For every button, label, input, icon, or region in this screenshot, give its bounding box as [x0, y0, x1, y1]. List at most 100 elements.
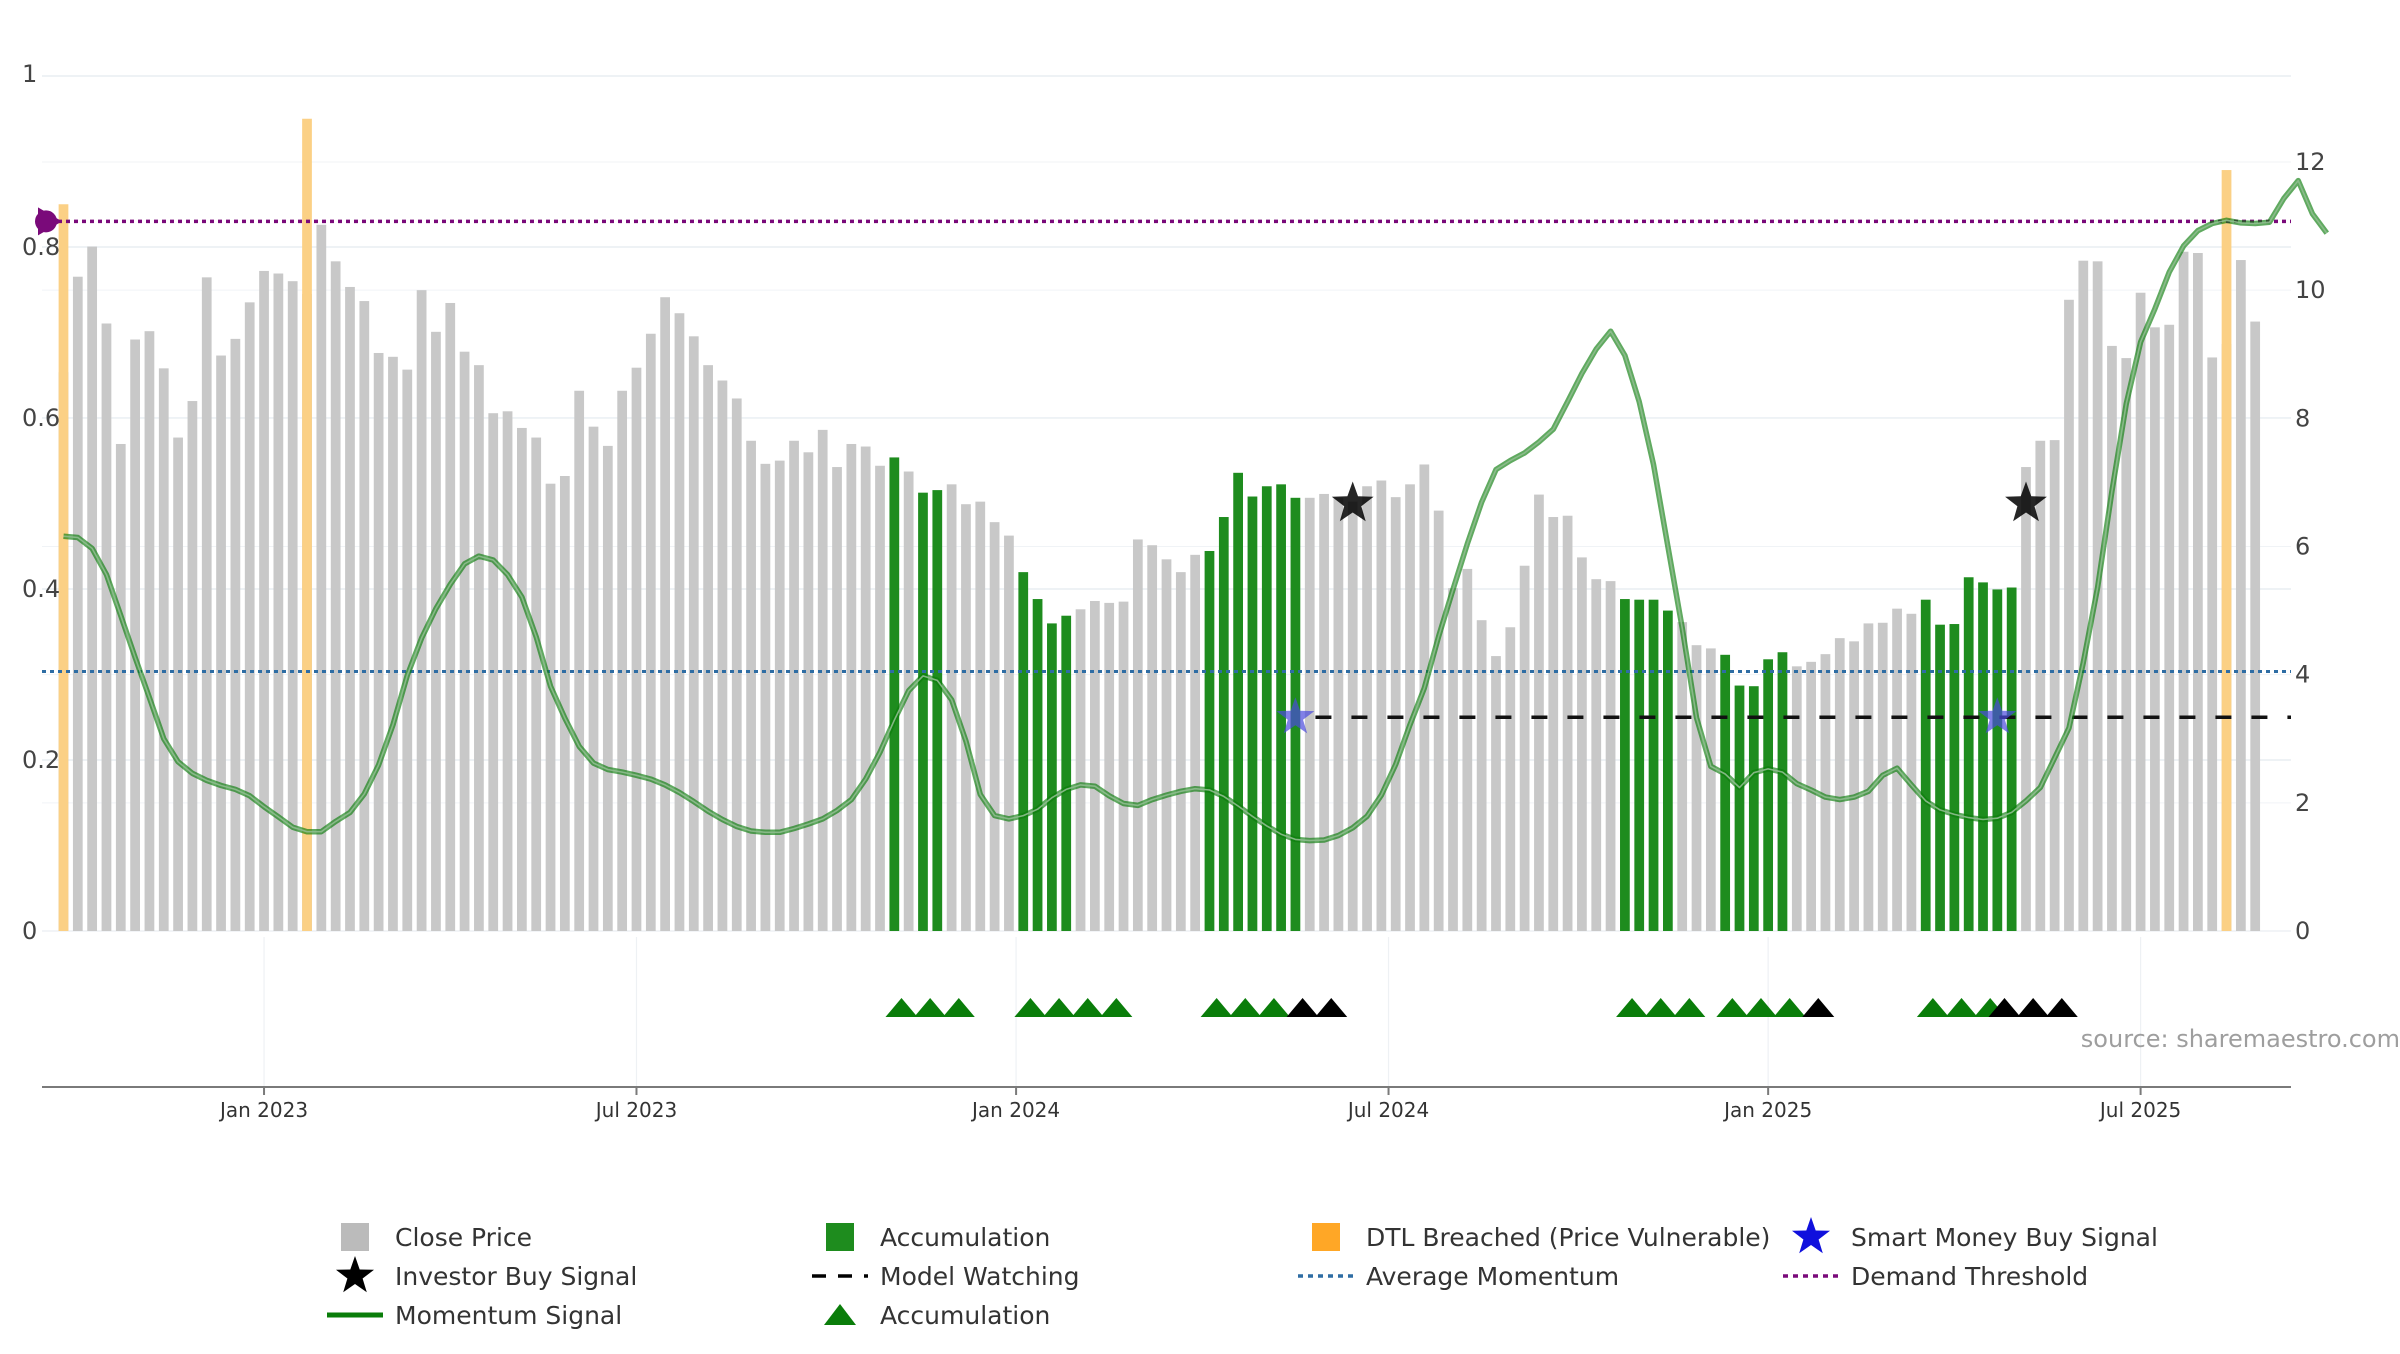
legend: Close Price Accumulation DTL Breached (Pri… [327, 1217, 2158, 1330]
close-price-bar [602, 445, 613, 931]
close-price-bar [875, 465, 885, 931]
legend-label: Average Momentum [1366, 1262, 1619, 1291]
right-axis-tick-label: 2 [2295, 789, 2310, 817]
close-price-bar [416, 290, 427, 932]
accumulation-bar [1047, 623, 1057, 931]
close-price-bar [388, 356, 398, 931]
close-price-bar [187, 401, 198, 931]
close-price-bar [803, 452, 814, 931]
close-price-bar [1849, 641, 1859, 931]
accumulation-bar [1648, 599, 1659, 931]
close-price-bar [87, 246, 98, 932]
accumulation-bar [1620, 599, 1630, 931]
accumulation-bar [1233, 472, 1243, 931]
close-price-bar [72, 276, 83, 931]
close-price-bar [1390, 497, 1401, 931]
close-price-bar [101, 323, 112, 931]
accumulation-bar [1634, 599, 1645, 931]
close-price-bar [1834, 638, 1845, 931]
x-axis-tick-label: Jul 2023 [594, 1098, 677, 1122]
close-price-bar [660, 297, 671, 931]
close-price-bar [201, 277, 212, 932]
accumulation-triangle-black [1315, 998, 1348, 1017]
close-price-bar [1419, 464, 1430, 931]
close-price-bar [903, 471, 914, 931]
close-price-bar [832, 467, 842, 931]
dtl-breached-bar [302, 118, 312, 931]
left-axis-tick-label: 0 [22, 917, 37, 945]
demand-threshold-marker [35, 210, 57, 233]
accumulation-triangle [1916, 998, 1949, 1017]
close-price-bar [574, 390, 585, 932]
legend-label: Demand Threshold [1851, 1262, 2088, 1291]
right-axis-tick-label: 0 [2295, 917, 2310, 945]
close-price-bar [688, 336, 699, 932]
close-price-bar [244, 302, 255, 931]
close-price-bar [588, 426, 599, 931]
accumulation-bar [932, 490, 943, 931]
close-price-bar [1906, 613, 1917, 931]
close-price-bars [58, 118, 2261, 932]
close-price-bar [1104, 602, 1115, 931]
close-price-bar [259, 270, 269, 932]
close-price-bar [2035, 440, 2046, 931]
close-price-bar [459, 351, 470, 932]
smart-money-buy-star [1276, 697, 1315, 734]
accumulation-bar [1949, 624, 1960, 931]
accumulation-bar [1748, 686, 1759, 931]
close-price-bar [330, 261, 341, 931]
signal-markers [885, 481, 2078, 1017]
accumulation-triangle [1616, 998, 1649, 1017]
close-price-bar [1333, 497, 1344, 931]
accumulation-triangle [885, 998, 918, 1017]
left-axis-tick-label: 0.4 [22, 575, 60, 603]
legend-label: Accumulation [880, 1223, 1050, 1252]
momentum-signal-line [63, 177, 2330, 844]
close-price-bar [731, 398, 742, 931]
close-price-bar [1476, 620, 1487, 931]
accumulation-bar [1018, 572, 1029, 931]
accumulation-bar [1261, 486, 1272, 931]
investor-buy-star [1331, 481, 1374, 522]
legend-label: Investor Buy Signal [395, 1262, 637, 1291]
legend-swatch [341, 1223, 369, 1251]
accumulation-bar [1720, 654, 1731, 931]
x-axis-tick-label: Jul 2024 [1346, 1098, 1429, 1122]
close-price-bar [645, 333, 656, 931]
close-price-bar [230, 338, 241, 931]
legend-triangle [824, 1304, 856, 1325]
close-price-bar [1863, 623, 1874, 931]
accumulation-triangle [914, 998, 947, 1017]
close-price-bar [559, 476, 570, 931]
close-price-bar [817, 429, 828, 931]
investor-buy-star [2005, 481, 2047, 522]
legend-label: Accumulation [880, 1301, 1050, 1330]
close-price-bar [316, 224, 327, 932]
close-price-bar [287, 281, 298, 931]
legend-swatch [826, 1223, 854, 1251]
accumulation-triangle-black [1988, 998, 2021, 1017]
right-axis-tick-label: 6 [2295, 533, 2310, 561]
accumulation-triangle [1773, 998, 1806, 1017]
close-price-bar [1691, 645, 1702, 931]
close-price-bar [1376, 480, 1387, 931]
close-price-bar [1075, 609, 1086, 931]
accumulation-triangle-black [2017, 998, 2050, 1017]
accumulation-bar [1061, 615, 1072, 931]
accumulation-bar [1920, 599, 1931, 931]
close-price-bar [2107, 345, 2117, 931]
accumulation-triangle-black [1286, 998, 1319, 1017]
legend-star [1792, 1217, 1830, 1254]
accumulation-triangle [1644, 998, 1677, 1017]
close-price-bar [1462, 568, 1473, 931]
close-price-bar [1562, 515, 1573, 931]
close-price-bar [545, 483, 556, 931]
close-price-bar [1147, 545, 1158, 931]
close-price-bar [1577, 557, 1587, 931]
close-price-bar [703, 365, 713, 931]
reference-lines [35, 207, 2291, 719]
right-axis-tick-label: 10 [2295, 276, 2326, 304]
close-price-bar [216, 355, 226, 931]
close-price-bar [445, 302, 456, 931]
accumulation-triangle [942, 998, 975, 1017]
